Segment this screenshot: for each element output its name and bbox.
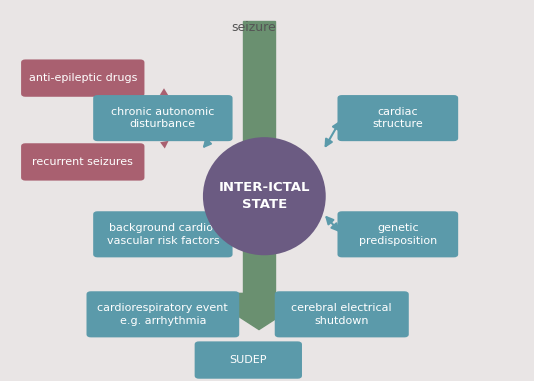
Polygon shape: [243, 21, 275, 293]
Text: cardiac
structure: cardiac structure: [372, 107, 423, 129]
FancyBboxPatch shape: [337, 95, 458, 141]
FancyBboxPatch shape: [93, 95, 233, 141]
FancyBboxPatch shape: [87, 291, 239, 338]
Text: seizure: seizure: [231, 21, 276, 34]
Text: anti-epileptic drugs: anti-epileptic drugs: [29, 73, 137, 83]
Polygon shape: [203, 293, 315, 330]
FancyBboxPatch shape: [195, 341, 302, 379]
FancyBboxPatch shape: [21, 59, 144, 97]
Text: recurrent seizures: recurrent seizures: [33, 157, 133, 167]
Ellipse shape: [203, 137, 326, 255]
Text: genetic
predisposition: genetic predisposition: [359, 223, 437, 245]
Text: chronic autonomic
disturbance: chronic autonomic disturbance: [111, 107, 215, 129]
Text: cerebral electrical
shutdown: cerebral electrical shutdown: [292, 303, 392, 325]
FancyBboxPatch shape: [337, 211, 458, 258]
FancyBboxPatch shape: [274, 291, 409, 338]
Text: SUDEP: SUDEP: [230, 355, 267, 365]
Text: INTER-ICTAL
STATE: INTER-ICTAL STATE: [218, 181, 310, 211]
Text: cardiorespiratory event
e.g. arrhythmia: cardiorespiratory event e.g. arrhythmia: [98, 303, 228, 325]
FancyBboxPatch shape: [21, 143, 144, 181]
FancyBboxPatch shape: [93, 211, 233, 258]
Text: background cardio-
vascular risk factors: background cardio- vascular risk factors: [107, 223, 219, 245]
